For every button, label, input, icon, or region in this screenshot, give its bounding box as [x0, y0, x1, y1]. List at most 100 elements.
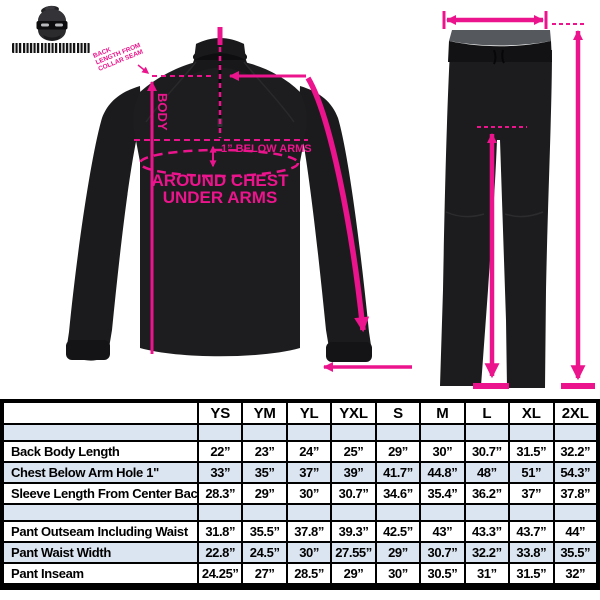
row-label: Pant Inseam: [1, 562, 199, 588]
size-value-cell: 24”: [285, 440, 333, 463]
spacer-cell: [330, 423, 377, 442]
spacer-cell: [241, 503, 288, 522]
size-value-cell: 35.5”: [552, 541, 599, 564]
size-column-header: YS: [196, 400, 244, 425]
jacket-right-sleeve: [299, 86, 372, 361]
brand-logo: [12, 5, 92, 55]
size-column-header: 2XL: [552, 400, 599, 425]
size-value-cell: 31.8”: [196, 520, 244, 543]
chest-ellipse: [138, 148, 300, 178]
size-value-cell: 27.55”: [330, 541, 377, 564]
size-table-header-row: YS YM YL YXL S M L XL 2XL: [1, 400, 599, 425]
size-value-cell: 39”: [330, 461, 377, 484]
size-value-cell: 31.5”: [508, 440, 555, 463]
size-column-header: L: [463, 400, 511, 425]
table-row: Pant Inseam 24.25” 27” 28.5” 29” 30” 30.5” 31” 3…: [1, 562, 599, 588]
size-value-cell: 35.4”: [419, 482, 466, 505]
size-value-cell: 31.5”: [508, 562, 555, 588]
size-value-cell: 37.8”: [285, 520, 333, 543]
pants-drawstring: [493, 49, 505, 65]
size-column-header: XL: [508, 400, 555, 425]
jacket-right-seam: [243, 61, 295, 123]
size-value-cell: 44.8”: [419, 461, 466, 484]
size-column-header: YM: [241, 400, 288, 425]
size-value-cell: 31”: [463, 562, 511, 588]
spacer-cell: [463, 503, 511, 522]
size-value-cell: 44”: [552, 520, 599, 543]
spacer-cell: [374, 503, 422, 522]
size-value-cell: 32.2”: [552, 440, 599, 463]
size-value-cell: 30.7”: [463, 440, 511, 463]
under-arms-label: UNDER ARMS: [163, 188, 278, 207]
spacer-cell: [419, 423, 466, 442]
size-table: YS YM YL YXL S M L XL 2XL Back Body Length 22” 23”…: [0, 399, 600, 590]
spacer-cell: [508, 503, 555, 522]
size-value-cell: 22”: [196, 440, 244, 463]
table-row: Back Body Length 22” 23” 24” 25” 29” 30” 30.7” 3…: [1, 440, 599, 463]
body-label: BODY: [155, 93, 170, 131]
jacket-left-cuff: [66, 340, 110, 360]
brand-wordmark: [12, 43, 90, 53]
size-value-cell: 48”: [463, 461, 511, 484]
size-value-cell: 41.7”: [374, 461, 422, 484]
size-value-cell: 24.25”: [196, 562, 244, 588]
size-value-cell: 29”: [374, 541, 422, 564]
size-value-cell: 35.5”: [241, 520, 288, 543]
size-value-cell: 30”: [419, 440, 466, 463]
size-column-header: YXL: [330, 400, 377, 425]
table-row: Chest Below Arm Hole 1" 33” 35” 37” 39” 41.7”…: [1, 461, 599, 484]
size-value-cell: 22.8”: [196, 541, 244, 564]
pants-legs: [440, 50, 552, 388]
size-value-cell: 23”: [241, 440, 288, 463]
size-value-cell: 42.5”: [374, 520, 422, 543]
size-value-cell: 43.7”: [508, 520, 555, 543]
size-value-cell: 27”: [241, 562, 288, 588]
below-arms-label: 1” BELOW ARMS: [221, 143, 312, 155]
size-value-cell: 25”: [330, 440, 377, 463]
size-value-cell: 43”: [419, 520, 466, 543]
size-value-cell: 30.7”: [330, 482, 377, 505]
table-row: Sleeve Length From Center Back 28.3” 29” 30…: [1, 482, 599, 505]
ninja-mascot-icon: [36, 5, 68, 41]
spacer-cell: [508, 423, 555, 442]
size-column-header: YL: [285, 400, 333, 425]
row-label: Pant Outseam Including Waist: [1, 520, 199, 543]
spacer-cell: [330, 503, 377, 522]
size-value-cell: 33.8”: [508, 541, 555, 564]
size-value-cell: 54.3”: [552, 461, 599, 484]
row-label: Pant Waist Width: [1, 541, 199, 564]
size-table-wrap: YS YM YL YXL S M L XL 2XL Back Body Length 22” 23”…: [0, 399, 600, 590]
pants-waistband: [448, 41, 552, 62]
jacket-left-seam: [145, 61, 197, 123]
size-value-cell: 30”: [285, 482, 333, 505]
row-label: Back Body Length: [1, 440, 199, 463]
measurement-diagram: BACK LENGTH FROM COLLAR SEAM BODY 1” BEL…: [66, 11, 595, 389]
size-value-cell: 30”: [374, 562, 422, 588]
size-value-cell: 28.5”: [285, 562, 333, 588]
spacer-row: [1, 423, 599, 442]
spacer-cell: [463, 423, 511, 442]
row-label: Sleeve Length From Center Back: [1, 482, 199, 505]
size-value-cell: 37”: [285, 461, 333, 484]
size-value-cell: 36.2”: [463, 482, 511, 505]
spacer-cell: [285, 423, 333, 442]
spacer-cell: [419, 503, 466, 522]
size-value-cell: 29”: [374, 440, 422, 463]
jacket-body: [133, 38, 307, 357]
table-row: Pant Waist Width 22.8” 24.5” 30” 27.55” 29” 30…: [1, 541, 599, 564]
spacer-cell: [552, 423, 599, 442]
spacer-cell: [552, 503, 599, 522]
spacer-cell: [241, 423, 288, 442]
size-value-cell: 32”: [552, 562, 599, 588]
jacket-illustration: [66, 38, 372, 362]
spacer-cell: [196, 423, 244, 442]
size-value-cell: 24.5”: [241, 541, 288, 564]
size-value-cell: 51”: [508, 461, 555, 484]
spacer-cell: [374, 423, 422, 442]
size-value-cell: 30.5”: [419, 562, 466, 588]
size-value-cell: 35”: [241, 461, 288, 484]
around-chest-label: AROUND CHEST: [152, 171, 290, 190]
neck-note-arrow: [137, 64, 150, 74]
size-value-cell: 39.3”: [330, 520, 377, 543]
